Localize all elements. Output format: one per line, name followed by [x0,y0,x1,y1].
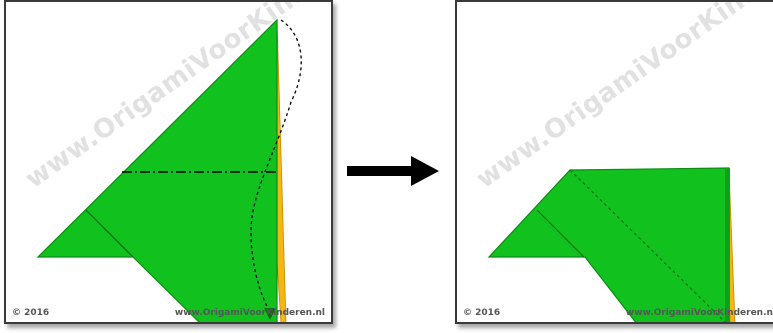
origami-diagram-step-2 [487,167,736,322]
paper-shape [487,167,730,322]
crease-line [569,169,726,322]
copyright-label: © 2016 [12,308,50,318]
step-panel-1: www.OrigamiVoorKinderen.nl © 2016 www.Or… [4,0,333,324]
website-label: www.OrigamiVoorKinderen.nl [174,308,325,318]
paper-shape [36,18,278,322]
website-label: www.OrigamiVoorKinderen.nl [625,308,773,318]
copyright-label: © 2016 [463,308,501,318]
fold-direction-arrowhead [264,308,276,320]
fold-direction-curve [250,19,302,313]
right-arrow-icon [347,156,439,186]
step-panel-2: www.OrigamiVoorKinderen.nl © 2016 www.Or… [455,0,773,324]
origami-diagram-step-1 [36,18,302,322]
